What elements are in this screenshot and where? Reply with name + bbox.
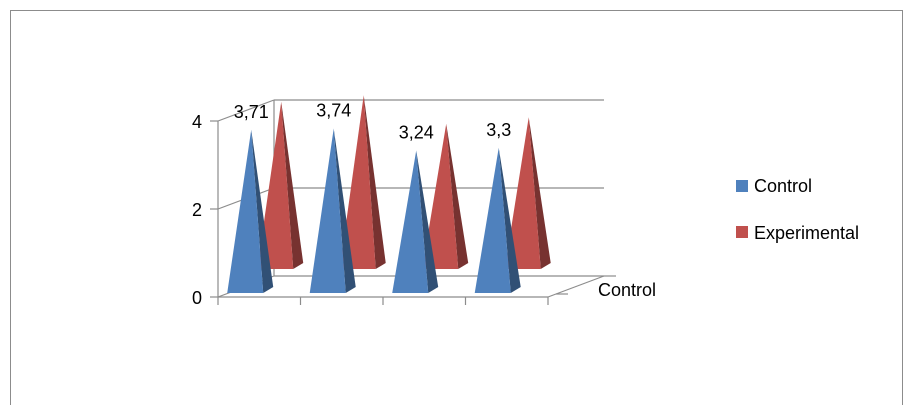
data-labels: 3,71 3,74 3,24 3,3 (234, 100, 512, 142)
pyramid-control-2 (392, 150, 439, 293)
pyramid-control-3-side (498, 147, 521, 293)
pyramid-experimental-1-side (363, 95, 386, 269)
pyramid-experimental-3 (504, 117, 551, 269)
pyramid-experimental-0 (257, 101, 304, 269)
pyramid-experimental-2 (422, 123, 469, 269)
pyramid-experimental-0-front (257, 101, 294, 269)
pyramid-control-3 (474, 147, 521, 293)
pyramid-control-2-side (416, 150, 439, 293)
depth-axis-label: Control (598, 280, 656, 300)
legend-label-experimental: Experimental (754, 223, 859, 243)
pyramid-experimental-2-front (422, 123, 459, 269)
data-label-control-3: 3,3 (486, 120, 511, 140)
data-label-control-1: 3,74 (316, 100, 351, 120)
y-tick-label-1: 2 (192, 200, 202, 220)
pyramid-experimental-2-side (446, 123, 469, 269)
pyramid-control-0 (227, 129, 274, 293)
pyramid-experimental-0-side (281, 101, 304, 269)
pyramid-experimental-1 (339, 95, 386, 269)
data-label-control-0: 3,71 (234, 102, 269, 122)
y-tick-label-2: 4 (192, 112, 202, 132)
pyramid-control-2-front (392, 150, 429, 293)
pyramid-control-0-front (227, 129, 264, 293)
pyramid-control-0-side (251, 129, 274, 293)
pyramid-control-3-front (474, 147, 511, 293)
pyramid-control-1-front (309, 128, 346, 293)
legend-swatch-control (736, 180, 748, 192)
pyramid-experimental-3-side (528, 117, 551, 269)
pyramid-control-1-side (333, 128, 356, 293)
y-axis-ticks: 0 2 4 (192, 112, 202, 308)
chart-frame (10, 10, 903, 405)
y-tick-label-0: 0 (192, 288, 202, 308)
legend-swatch-experimental (736, 226, 748, 238)
legend-label-control: Control (754, 176, 812, 196)
chart-marks (227, 95, 551, 293)
pyramid-experimental-1-front (339, 95, 376, 269)
gridline-left-2 (217, 99, 275, 122)
data-label-control-2: 3,24 (399, 122, 434, 142)
pyramid-experimental-3-front (504, 117, 541, 269)
legend: Control Experimental (736, 176, 859, 243)
pyramid-control-1 (309, 128, 356, 293)
